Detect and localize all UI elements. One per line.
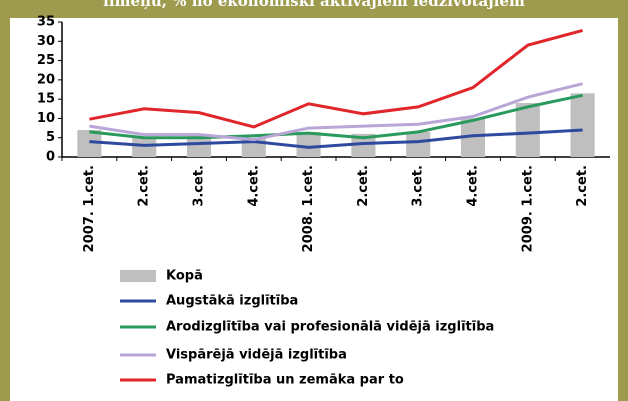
x-tick-label: 2009. 1.cet. bbox=[520, 165, 535, 252]
legend-label: Augstākā izglītība bbox=[166, 294, 298, 309]
y-tick-label: 0 bbox=[46, 150, 55, 165]
legend-swatch bbox=[120, 270, 156, 282]
x-tick-label: 4.cet. bbox=[466, 165, 481, 207]
line bbox=[89, 82, 583, 142]
legend-label: Pamatizglītība un zemāka par to bbox=[166, 373, 404, 388]
legend-label: Arodizglītība vai profesionālā vidējā iz… bbox=[166, 320, 494, 335]
y-tick-label: 5 bbox=[46, 130, 55, 145]
x-tick-label: 4.cet. bbox=[246, 165, 261, 207]
line bbox=[89, 128, 583, 149]
chart-title: līmeņu, % no ekonomiski aktīvajiem iedzī… bbox=[103, 0, 525, 10]
bar bbox=[351, 133, 376, 157]
panel bbox=[10, 18, 618, 401]
bar bbox=[570, 93, 595, 157]
legend-label: Kopā bbox=[166, 269, 203, 284]
y-tick-label: 10 bbox=[37, 111, 55, 126]
y-tick-label: 30 bbox=[37, 34, 55, 49]
x-tick-label: 2.cet. bbox=[137, 165, 152, 207]
y-tick-label: 20 bbox=[37, 72, 55, 87]
bar bbox=[515, 103, 540, 157]
bar bbox=[132, 137, 157, 157]
line bbox=[89, 29, 583, 129]
x-tick-label: 2007. 1.cet. bbox=[82, 165, 97, 252]
line bbox=[89, 93, 583, 140]
x-tick-label: 3.cet. bbox=[411, 165, 426, 207]
x-tick-label: 2008. 1.cet. bbox=[301, 165, 316, 252]
y-tick-label: 15 bbox=[37, 92, 55, 107]
x-tick-label: 2.cet. bbox=[575, 165, 590, 207]
y-tick-label: 25 bbox=[37, 53, 55, 68]
x-tick-label: 2.cet. bbox=[356, 165, 371, 207]
bar bbox=[296, 131, 321, 157]
x-tick-label: 3.cet. bbox=[192, 165, 207, 207]
y-tick-label: 35 bbox=[37, 15, 55, 30]
bar bbox=[186, 135, 212, 157]
bar bbox=[406, 131, 431, 157]
legend-label: Vispārējā vidējā izglītība bbox=[166, 348, 347, 363]
